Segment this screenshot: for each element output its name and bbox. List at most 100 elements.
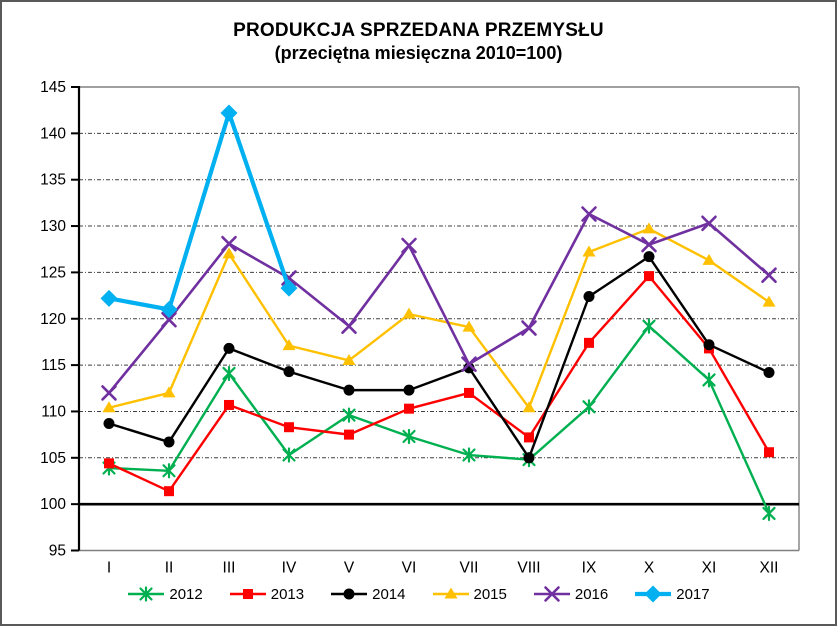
series-2014-XII-marker bbox=[763, 367, 775, 379]
y-tick-label-105: 105 bbox=[40, 450, 66, 467]
series-2012-III-marker bbox=[222, 365, 236, 382]
series-2012-XII-marker bbox=[762, 505, 776, 522]
y-tick-label-100: 100 bbox=[40, 496, 66, 513]
y-tick-label-125: 125 bbox=[40, 264, 66, 281]
legend-item-label: 2013 bbox=[270, 585, 305, 603]
series-2014-V-marker bbox=[343, 384, 355, 396]
legend-marker-star-icon bbox=[128, 586, 165, 602]
series-2012-X-marker bbox=[642, 318, 656, 334]
series-2014-line bbox=[107, 255, 771, 459]
legend: 2012 2013 2014 2015 2016 2017 bbox=[2, 585, 835, 603]
series-2016-VII-marker bbox=[461, 356, 477, 372]
series-2012-IV-marker bbox=[282, 447, 296, 463]
x-label-VII: VII bbox=[460, 560, 479, 577]
series-2012-IX-marker bbox=[582, 399, 596, 415]
x-label-II: II bbox=[165, 560, 174, 577]
x-label-XII: XII bbox=[760, 560, 779, 577]
series-2013-VIII-marker bbox=[524, 432, 534, 443]
x-label-III: III bbox=[223, 560, 236, 577]
legend-2014-marker bbox=[343, 588, 355, 600]
x-label-XI: XI bbox=[702, 560, 717, 577]
legend-2017-marker bbox=[644, 585, 662, 603]
series-2014-III-marker bbox=[223, 342, 235, 354]
x-label-IX: IX bbox=[582, 560, 597, 577]
series-2013-V-marker bbox=[344, 429, 354, 440]
y-tick-label-110: 110 bbox=[41, 403, 66, 420]
series-2012-XI-marker bbox=[702, 372, 716, 388]
legend-item-label: 2016 bbox=[574, 585, 609, 603]
series-2012-V-marker bbox=[342, 407, 356, 423]
legend-item-2016: 2016 bbox=[533, 585, 608, 603]
series-2014-II-marker bbox=[163, 436, 175, 448]
series-2015-VII-marker bbox=[462, 320, 476, 332]
series-2013-IV-marker bbox=[284, 422, 294, 433]
y-tick-label-120: 120 bbox=[40, 311, 66, 328]
chart-subtitle: (przeciętna miesięczna 2010=100) bbox=[274, 43, 563, 63]
series-2013-III-marker bbox=[224, 399, 234, 410]
legend-2012-marker bbox=[139, 586, 153, 602]
legend-2013-marker bbox=[242, 589, 253, 599]
series-2013-X-marker bbox=[644, 271, 654, 282]
series-2013-line bbox=[107, 274, 771, 493]
series-2017-I-marker bbox=[100, 289, 118, 307]
series-2015-I-marker bbox=[102, 401, 116, 413]
series-2015-IV-marker bbox=[282, 339, 296, 351]
series-2012-II-marker bbox=[162, 463, 176, 479]
series-2014-XI-marker bbox=[703, 339, 715, 351]
series-2015-X-marker bbox=[642, 222, 656, 234]
series-2016-IX-marker bbox=[581, 206, 597, 222]
series-2015-IX-marker bbox=[582, 245, 596, 257]
series-2016-VIII-marker bbox=[521, 320, 537, 336]
series-2013-XII-marker bbox=[764, 447, 774, 458]
legend-item-2013: 2013 bbox=[229, 585, 304, 603]
series-2013-I-marker bbox=[104, 458, 114, 469]
y-tick-label-130: 130 bbox=[40, 218, 66, 235]
y-tick-label-95: 95 bbox=[49, 543, 66, 560]
series-2016-line bbox=[107, 212, 771, 395]
series-2013-IX-marker bbox=[584, 337, 594, 348]
legend-marker-x-icon bbox=[533, 586, 570, 602]
series-2014-I-marker bbox=[103, 418, 115, 430]
series-2015-VI-marker bbox=[402, 307, 416, 319]
legend-2015-marker bbox=[444, 587, 457, 599]
series-2013-VI-marker bbox=[404, 403, 414, 414]
legend-item-2015: 2015 bbox=[432, 585, 507, 603]
series-2017-IV-marker bbox=[280, 279, 298, 297]
series-2016-V-marker bbox=[341, 318, 357, 334]
legend-item-label: 2012 bbox=[169, 585, 203, 603]
legend-marker-circle-icon bbox=[331, 588, 368, 600]
chart-title: PRODUKCJA SPRZEDANA PRZEMYSŁU bbox=[233, 20, 604, 41]
series-2014-IV-marker bbox=[283, 366, 295, 378]
series-2013-VII-marker bbox=[464, 387, 474, 398]
series-2014-IX-marker bbox=[583, 291, 595, 303]
series-2012-line bbox=[107, 324, 771, 515]
series-2016-XI-marker bbox=[701, 215, 717, 232]
y-tick-label-140: 140 bbox=[40, 125, 66, 142]
legend-item-label: 2014 bbox=[372, 585, 406, 603]
legend-item-label: 2015 bbox=[473, 585, 507, 603]
series-2016-III-marker bbox=[221, 235, 237, 252]
legend-item-2014: 2014 bbox=[330, 585, 406, 603]
series-2017-II-marker bbox=[160, 300, 178, 318]
legend-marker-triangle-icon bbox=[432, 587, 469, 599]
legend-item-label: 2017 bbox=[676, 585, 710, 603]
x-label-V: V bbox=[344, 560, 355, 577]
legend-2016-marker bbox=[544, 586, 560, 602]
series-2012-VII-marker bbox=[462, 447, 476, 463]
x-label-X: X bbox=[644, 560, 655, 577]
series-2015-III-marker bbox=[222, 247, 236, 259]
series-2015-XII-marker bbox=[762, 295, 776, 307]
x-label-VI: VI bbox=[402, 560, 417, 577]
series-2016-II-marker bbox=[161, 311, 177, 328]
legend-item-2017: 2017 bbox=[634, 585, 710, 603]
y-tick-label-145: 145 bbox=[40, 79, 66, 96]
series-2012-VI-marker bbox=[402, 428, 416, 445]
y-tick-label-135: 135 bbox=[40, 172, 66, 189]
x-label-I: I bbox=[107, 560, 111, 577]
series-2017-line bbox=[106, 110, 292, 312]
series-2016-X-marker bbox=[641, 236, 657, 253]
series-2014-VIII-marker bbox=[523, 452, 535, 464]
series-2015-II-marker bbox=[162, 386, 176, 398]
series-2015-V-marker bbox=[342, 353, 356, 365]
